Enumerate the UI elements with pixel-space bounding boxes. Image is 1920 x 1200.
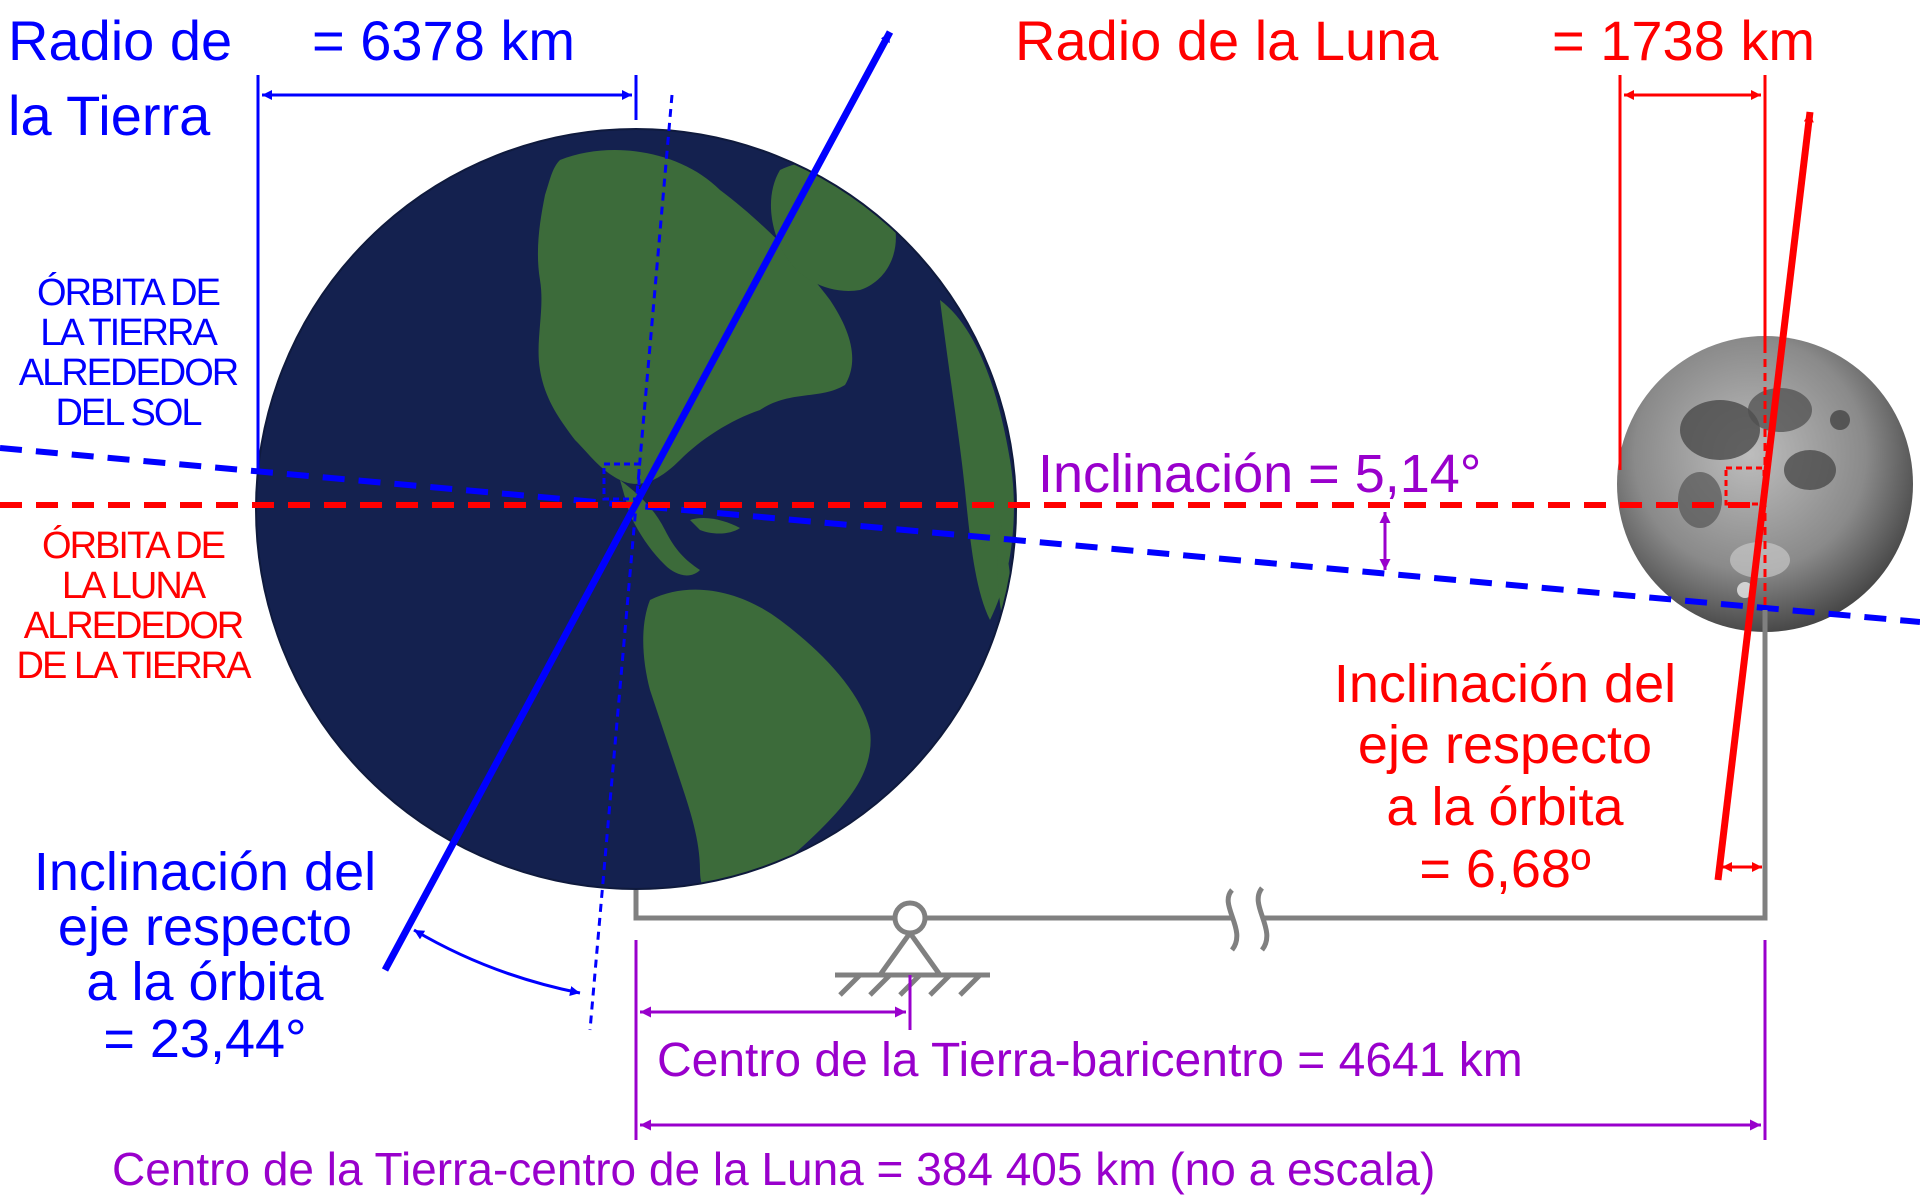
earth-radius-label-line2: la Tierra (8, 84, 211, 147)
earth-rotation-axis (381, 30, 894, 972)
earth-radius-value: = 6378 km (312, 9, 575, 72)
svg-text:= 23,44°: = 23,44° (103, 1009, 306, 1069)
svg-text:LA LUNA: LA LUNA (62, 565, 207, 607)
baseline-lever (633, 610, 1768, 997)
earth-tilt-arc (413, 928, 581, 996)
moon-radius-label: Radio de la Luna (1015, 9, 1439, 72)
earth-moon-distance-label: Centro de la Tierra-centro de la Luna = … (112, 1143, 1435, 1195)
continents (537, 150, 1014, 889)
moon-radius-dimension (1618, 75, 1767, 470)
svg-text:LA TIERRA: LA TIERRA (40, 312, 218, 354)
moon-axis-tilt-caption: Inclinación del eje respecto a la órbita… (1334, 654, 1676, 899)
svg-text:eje respecto: eje respecto (1358, 715, 1652, 775)
moon-orbit-caption: ÓRBITA DE LA LUNA ALREDEDOR DE LA TIERRA (17, 524, 255, 687)
distance-dimensions (634, 940, 1767, 1140)
svg-text:ÓRBITA DE: ÓRBITA DE (37, 271, 220, 314)
moon-radius-value: = 1738 km (1552, 9, 1815, 72)
orbit-inclination-label: Inclinación = 5,14° (1038, 444, 1481, 504)
svg-text:a la órbita: a la órbita (86, 952, 324, 1012)
svg-text:ALREDEDOR: ALREDEDOR (19, 352, 238, 394)
svg-text:a la órbita: a la órbita (1386, 777, 1624, 837)
svg-text:ÓRBITA DE: ÓRBITA DE (42, 524, 225, 567)
earth-radius-dimension (256, 75, 638, 470)
earth-axis-tilt-caption: Inclinación del eje respecto a la órbita… (34, 842, 376, 1069)
earth-radius-label-line1: Radio de (8, 9, 232, 72)
svg-text:DEL SOL: DEL SOL (55, 392, 201, 434)
earth-orbit-caption: ÓRBITA DE LA TIERRA ALREDEDOR DEL SOL (19, 271, 240, 434)
svg-text:Inclinación del: Inclinación del (1334, 654, 1676, 714)
earth-vertical-reference (588, 94, 674, 1031)
svg-text:ALREDEDOR: ALREDEDOR (24, 605, 243, 647)
svg-text:eje respecto: eje respecto (58, 897, 352, 957)
svg-text:Inclinación del: Inclinación del (34, 842, 376, 902)
svg-text:= 6,68º: = 6,68º (1419, 839, 1591, 899)
svg-text:DE LA TIERRA: DE LA TIERRA (17, 645, 253, 687)
barycenter-distance-label: Centro de la Tierra-baricentro = 4641 km (657, 1034, 1523, 1087)
